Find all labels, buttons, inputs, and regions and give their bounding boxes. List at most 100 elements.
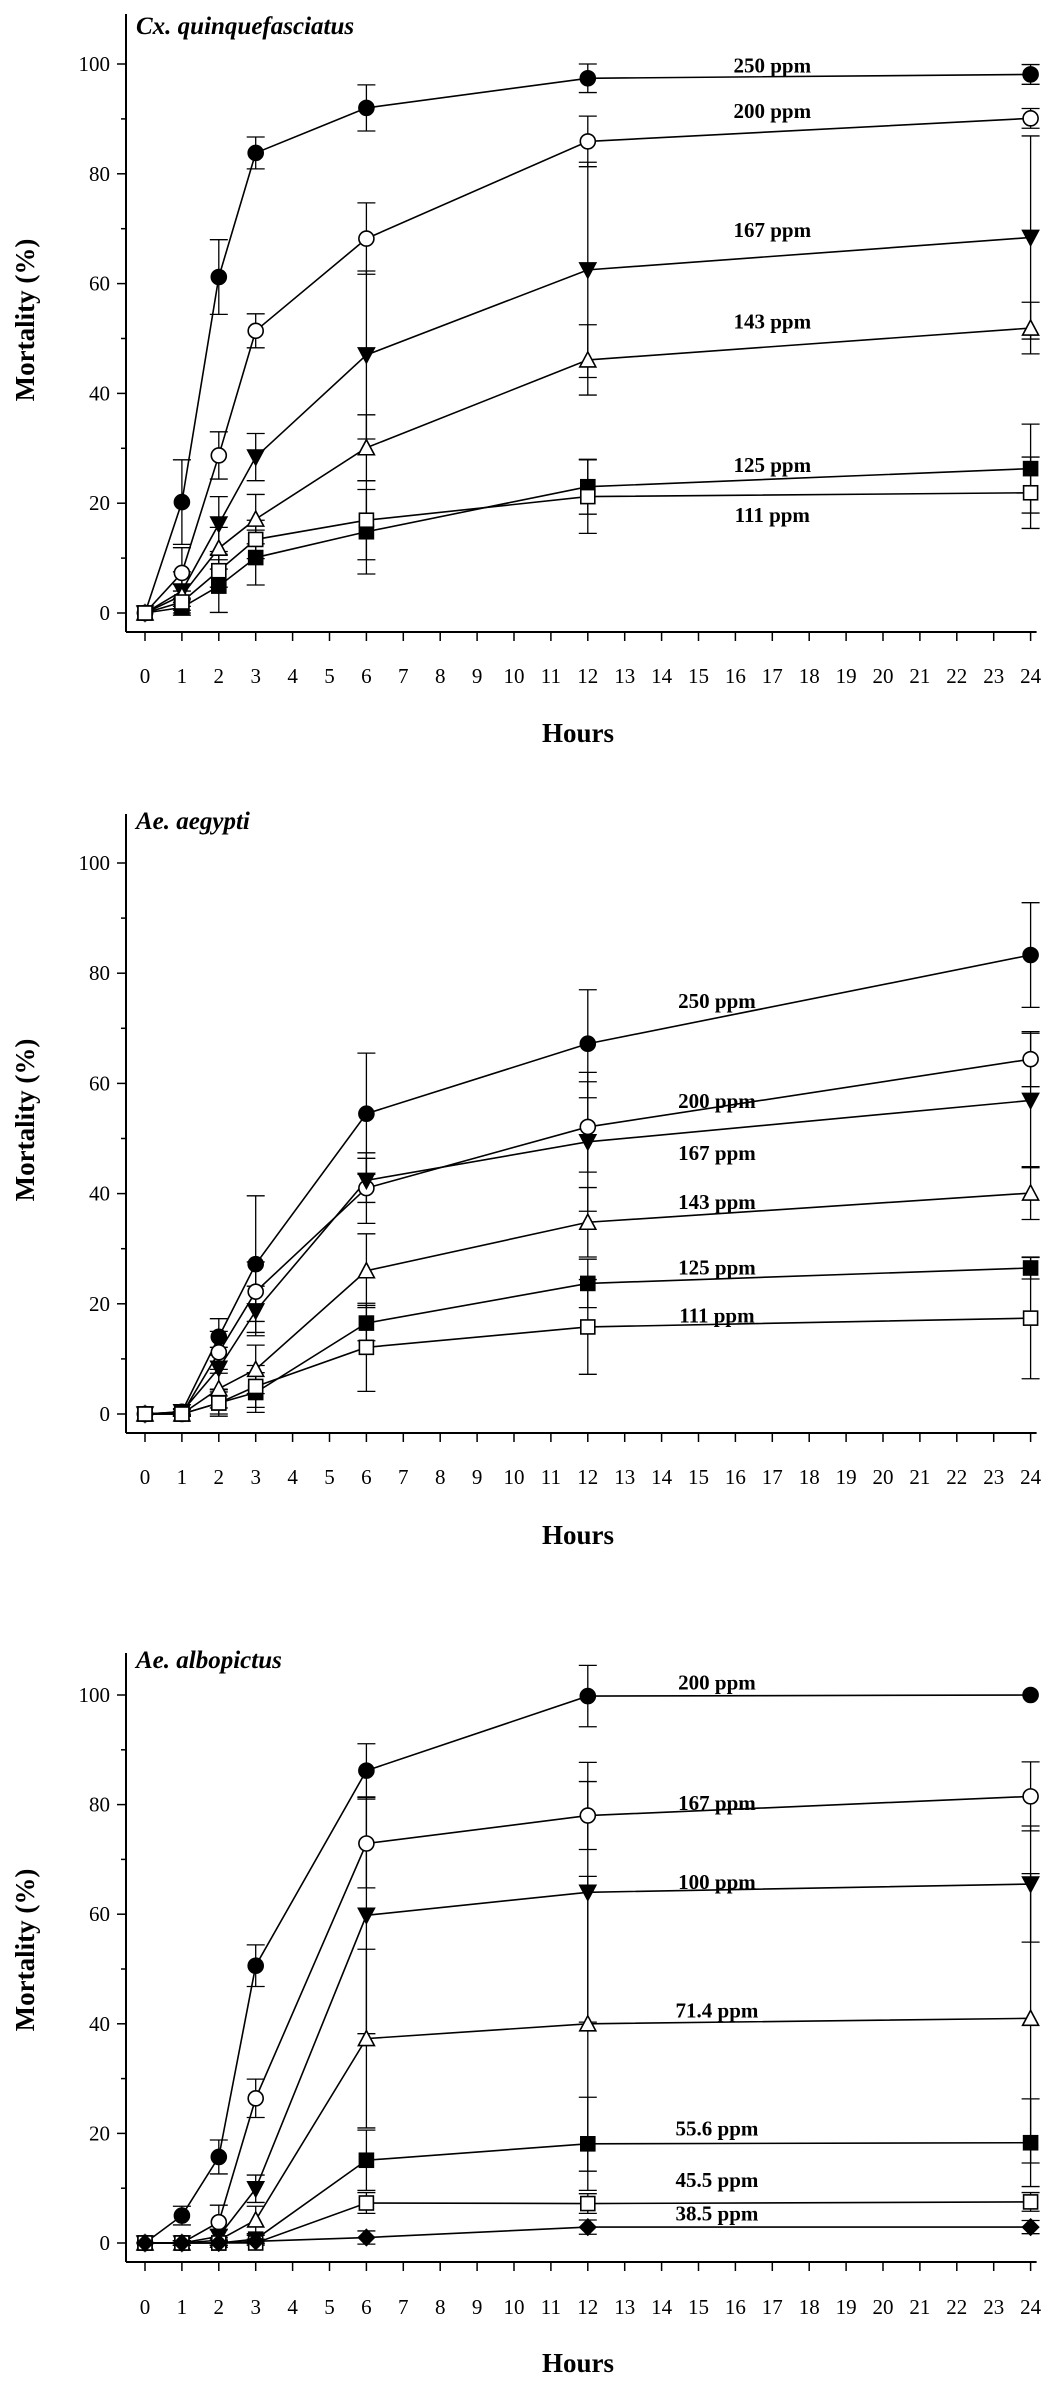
data-point-open-circle — [1022, 1050, 1039, 1068]
x-tick-label: 18 — [799, 664, 820, 688]
x-tick-label: 16 — [725, 2295, 746, 2319]
series-label: 125 ppm — [733, 453, 811, 477]
data-point-filled-triangle-down — [578, 262, 598, 280]
x-tick-label: 2 — [214, 1465, 225, 1489]
x-tick-label: 14 — [651, 664, 673, 688]
data-point-filled-diamond — [1021, 2217, 1040, 2237]
data-point-open-square — [358, 2195, 375, 2211]
x-tick-label: 18 — [799, 1465, 820, 1489]
x-tick-label: 22 — [946, 2295, 967, 2319]
data-point-filled-diamond — [357, 2228, 376, 2247]
data-point-filled-square — [358, 1315, 375, 1331]
data-point-open-circle — [247, 2090, 264, 2107]
panel-title: Cx. quinquefasciatus — [136, 13, 354, 40]
series-label: 125 ppm — [678, 1256, 756, 1280]
data-point-open-circle — [358, 1835, 375, 1852]
series-label: 200 ppm — [733, 99, 811, 123]
x-tick-label: 3 — [250, 1465, 261, 1489]
x-tick-label: 14 — [651, 1465, 673, 1489]
x-tick-label: 11 — [541, 664, 561, 688]
x-tick-label: 20 — [873, 664, 894, 688]
y-tick-label: 40 — [89, 381, 110, 405]
y-tick-label: 20 — [89, 1292, 110, 1316]
x-tick-label: 3 — [250, 664, 261, 688]
data-point-filled-square — [1022, 460, 1039, 477]
x-tick-label: 5 — [324, 2295, 335, 2319]
data-point-open-square — [211, 1395, 227, 1411]
data-point-filled-square — [1022, 1260, 1039, 1276]
x-tick-label: 6 — [361, 1465, 372, 1489]
data-point-filled-circle — [1022, 1686, 1039, 1704]
data-point-open-triangle-up — [357, 2028, 376, 2047]
x-tick-label: 4 — [287, 1465, 298, 1489]
series-label: 167 ppm — [678, 1141, 756, 1165]
data-point-open-circle — [247, 1283, 264, 1300]
data-point-open-circle — [210, 447, 228, 464]
x-tick-label: 7 — [398, 664, 409, 688]
y-tick-label: 80 — [89, 961, 110, 985]
x-tick-label: 19 — [836, 1465, 857, 1489]
data-point-filled-triangle-down — [246, 1303, 266, 1321]
x-tick-label: 5 — [324, 1465, 335, 1489]
data-point-open-triangle-up — [209, 538, 229, 557]
x-tick-label: 1 — [177, 664, 188, 688]
data-point-open-circle — [579, 133, 597, 150]
data-point-open-triangle-up — [1021, 318, 1040, 336]
data-point-open-square — [137, 605, 153, 621]
data-point-filled-square — [1022, 2134, 1039, 2151]
x-tick-label: 3 — [250, 2295, 261, 2319]
data-point-filled-circle — [210, 1328, 228, 1346]
data-point-filled-circle — [210, 268, 228, 286]
x-tick-label: 8 — [435, 1465, 446, 1489]
series-label: 200 ppm — [678, 1089, 756, 1113]
series-label: 71.4 ppm — [676, 1999, 759, 2023]
x-tick-label: 22 — [946, 664, 967, 688]
series-label: 38.5 ppm — [676, 2202, 759, 2226]
y-axis-title: Mortality (%) — [10, 1869, 40, 2032]
data-point-filled-triangle-down — [1021, 1092, 1040, 1111]
x-tick-label: 0 — [140, 2295, 151, 2319]
panel-cx-quinquefasciatus: Cx. quinquefasciatus Mortality (%) Hours — [10, 13, 614, 748]
series-label: 200 ppm — [678, 1670, 756, 1694]
y-tick-label: 100 — [79, 851, 111, 875]
data-point-filled-circle — [358, 1762, 375, 1779]
data-point-open-triangle-up — [1021, 2008, 1040, 2027]
data-point-filled-circle — [247, 144, 264, 162]
x-tick-label: 4 — [287, 2295, 298, 2319]
data-point-filled-square — [579, 1275, 596, 1292]
data-point-open-triangle-up — [246, 2210, 266, 2228]
x-tick-label: 8 — [435, 2295, 446, 2319]
data-point-filled-circle — [173, 493, 191, 511]
x-axis-title: Hours — [542, 1520, 614, 1550]
y-tick-label: 60 — [89, 272, 110, 296]
x-tick-label: 10 — [504, 2295, 525, 2319]
panel-ae-albopictus: Ae. albopictus Mortality (%) Hours — [10, 1647, 614, 2378]
x-tick-label: 22 — [946, 1465, 967, 1489]
data-point-filled-circle — [579, 69, 597, 87]
x-tick-label: 0 — [140, 664, 151, 688]
series-label: 143 ppm — [733, 310, 811, 334]
x-tick-label: 17 — [762, 664, 783, 688]
data-point-filled-triangle-down — [357, 347, 376, 365]
y-tick-label: 40 — [89, 1182, 110, 1206]
series-label: 55.6 ppm — [676, 2117, 759, 2141]
x-tick-label: 14 — [651, 2295, 673, 2319]
x-tick-label: 6 — [361, 664, 372, 688]
series-label: 143 ppm — [678, 1190, 756, 1214]
x-tick-label: 10 — [504, 1465, 525, 1489]
data-point-open-triangle-up — [357, 1261, 376, 1279]
y-tick-label: 40 — [89, 2012, 110, 2036]
data-point-filled-circle — [247, 1957, 264, 1975]
series-label: 111 ppm — [735, 503, 811, 527]
data-point-open-triangle-up — [578, 1212, 598, 1231]
data-point-filled-circle — [579, 1035, 597, 1053]
x-tick-label: 8 — [435, 664, 446, 688]
x-tick-label: 23 — [983, 664, 1004, 688]
x-tick-label: 9 — [472, 1465, 483, 1489]
x-tick-label: 0 — [140, 1465, 151, 1489]
data-point-open-triangle-up — [357, 438, 376, 456]
